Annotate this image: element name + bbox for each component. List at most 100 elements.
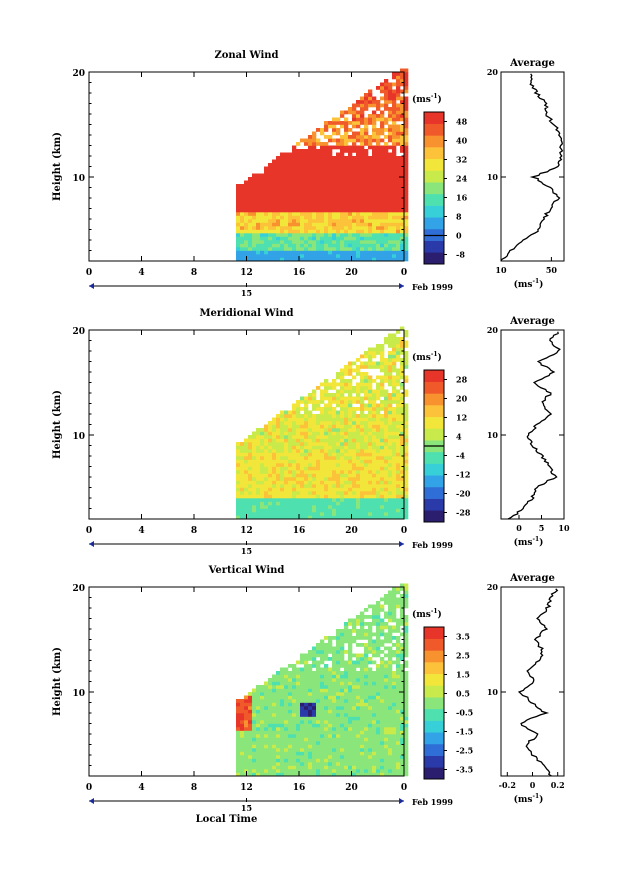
heatmap-cell — [320, 254, 325, 258]
heatmap-cell — [368, 730, 373, 735]
heatmap-cell — [284, 233, 289, 237]
heatmap-cell — [372, 149, 377, 153]
heatmap-cell — [336, 755, 341, 759]
heatmap-cell — [260, 240, 265, 244]
heatmap-cell — [384, 772, 389, 777]
heatmap-cell — [400, 452, 405, 457]
heatmap-cell — [380, 166, 385, 171]
heatmap-cell — [280, 498, 285, 502]
heatmap-cell — [360, 121, 365, 125]
heatmap-cell — [376, 198, 381, 202]
heatmap-cell — [248, 236, 253, 241]
heatmap-cell — [356, 393, 361, 397]
heatmap-cell — [236, 247, 241, 251]
heatmap-cell — [340, 463, 345, 467]
heatmap-cell — [248, 751, 253, 756]
heatmap-cell — [364, 629, 369, 633]
heatmap-cell — [340, 166, 345, 171]
heatmap-cell — [260, 480, 265, 485]
heatmap-cell — [360, 240, 365, 244]
heatmap-cell — [360, 442, 365, 446]
heatmap-cell — [364, 257, 369, 262]
heatmap-cell — [392, 428, 397, 432]
heatmap-cell — [404, 706, 409, 710]
heatmap-cell — [376, 414, 381, 418]
heatmap-cell — [388, 597, 393, 602]
heatmap-cell — [344, 379, 349, 383]
heatmap-cell — [248, 247, 253, 251]
heatmap-cell — [404, 177, 409, 181]
heatmap-cell — [388, 604, 393, 609]
heatmap-cell — [276, 685, 281, 689]
heatmap-cell — [348, 622, 353, 626]
heatmap-cell — [264, 685, 269, 689]
heatmap-cell — [348, 431, 353, 436]
heatmap-cell — [376, 667, 381, 672]
heatmap-cell — [392, 247, 397, 251]
heatmap-cell — [296, 730, 301, 735]
heatmap-cell — [380, 758, 385, 763]
heatmap-cell — [388, 240, 393, 244]
heatmap-cell — [268, 177, 273, 181]
heatmap-cell — [348, 727, 353, 731]
heatmap-cell — [308, 215, 313, 220]
heatmap-cell — [272, 515, 277, 520]
heatmap-cell — [344, 156, 349, 160]
heatmap-cell — [288, 664, 293, 668]
heatmap-cell — [328, 222, 333, 227]
heatmap-cell — [384, 470, 389, 474]
heatmap-cell — [360, 414, 365, 418]
heatmap-cell — [388, 477, 393, 481]
heatmap-cell — [376, 421, 381, 425]
heatmap-cell — [312, 692, 317, 696]
heatmap-cell — [304, 456, 309, 460]
heatmap-cell — [256, 247, 261, 251]
heatmap-cell — [248, 491, 253, 495]
heatmap-cell — [300, 463, 305, 467]
heatmap-cell — [372, 622, 377, 626]
heatmap-cell — [312, 473, 317, 478]
heatmap-cell — [312, 184, 317, 188]
heatmap-cell — [280, 748, 285, 752]
heatmap-cell — [400, 233, 405, 237]
colorbar-swatch — [424, 370, 444, 382]
heatmap-cell — [300, 671, 305, 675]
heatmap-cell — [332, 180, 337, 185]
heatmap-cell — [312, 477, 317, 481]
heatmap-cell — [348, 650, 353, 654]
heatmap-cell — [276, 208, 281, 213]
heatmap-cell — [320, 487, 325, 492]
heatmap-cell — [308, 410, 313, 415]
heatmap-cell — [376, 431, 381, 436]
heatmap-cell — [364, 765, 369, 770]
heatmap-cell — [396, 494, 401, 499]
heatmap-cell — [344, 748, 349, 752]
heatmap-cell — [392, 435, 397, 439]
heatmap-cell — [276, 484, 281, 488]
heatmap-cell — [316, 713, 321, 717]
heatmap-cell — [392, 208, 397, 213]
heatmap-cell — [332, 723, 337, 728]
heatmap-cell — [288, 233, 293, 237]
heatmap-cell — [384, 379, 389, 383]
heatmap-cell — [296, 187, 301, 192]
heatmap-cell — [348, 187, 353, 192]
heatmap-cell — [316, 772, 321, 777]
heatmap-cell — [280, 723, 285, 728]
heatmap-cell — [276, 491, 281, 495]
heatmap-cell — [244, 456, 249, 460]
heatmap-cell — [276, 250, 281, 255]
heatmap-cell — [344, 737, 349, 742]
heatmap-cell — [324, 445, 329, 450]
heatmap-cell — [260, 734, 265, 738]
heatmap-cell — [380, 713, 385, 717]
heatmap-cell — [368, 145, 373, 150]
heatmap-cell — [396, 375, 401, 380]
heatmap-cell — [240, 229, 245, 234]
heatmap-cell — [404, 236, 409, 241]
heatmap-cell — [392, 233, 397, 237]
heatmap-cell — [248, 512, 253, 516]
heatmap-cell — [336, 632, 341, 637]
heatmap-cell — [400, 498, 405, 502]
heatmap-cell — [344, 494, 349, 499]
